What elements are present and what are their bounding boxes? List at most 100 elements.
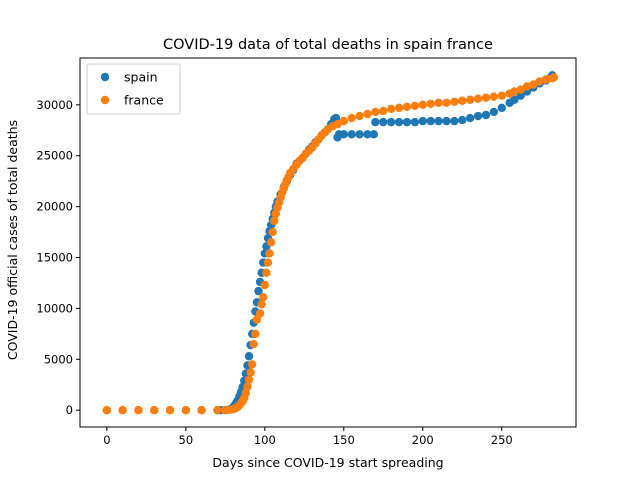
data-point-france [197, 406, 206, 415]
x-tick-label: 50 [179, 433, 194, 447]
legend-marker-france [100, 95, 110, 105]
data-point-france [489, 92, 499, 101]
data-point-spain [458, 115, 467, 125]
x-tick-label: 100 [254, 433, 276, 447]
data-point-spain [402, 117, 412, 127]
data-point-france [244, 375, 254, 384]
data-point-spain [426, 116, 435, 126]
data-point-france [247, 360, 257, 369]
data-point-spain [434, 116, 443, 126]
data-point-france [118, 406, 127, 415]
data-point-france [465, 95, 475, 104]
data-point-france [535, 77, 544, 86]
data-point-france [371, 107, 380, 117]
y-axis-label: COVID-19 official cases of total deaths [5, 120, 20, 360]
data-point-france [347, 113, 356, 123]
data-point-france [270, 216, 279, 226]
data-point-france [263, 258, 273, 267]
series-france [102, 73, 559, 415]
x-axis-label: Days since COVID-19 start spreading [212, 455, 443, 470]
data-point-france [529, 80, 538, 89]
axis-ticks: 0 50 100 150 200 250 0 5000 10000 15000 20000 25000… [36, 98, 512, 447]
chart-title: COVID-19 data of total deaths in spain f… [163, 37, 493, 53]
x-tick-label: 250 [491, 433, 513, 447]
data-point-france [102, 406, 112, 415]
data-point-france [473, 94, 483, 103]
data-point-spain [355, 130, 364, 139]
x-tick-label: 150 [333, 433, 355, 447]
data-point-france [262, 268, 271, 277]
data-point-france [442, 98, 451, 107]
data-point-france [522, 82, 532, 91]
y-tick-label: 5000 [44, 352, 73, 366]
data-point-france [516, 85, 525, 94]
legend-marker-spain [100, 72, 110, 82]
data-point-france [379, 106, 388, 116]
legend-box [86, 63, 181, 115]
data-point-spain [497, 103, 506, 113]
data-point-france [418, 100, 427, 110]
data-point-france [426, 99, 435, 109]
x-tick-label: 0 [103, 433, 110, 447]
data-point-spain [510, 95, 519, 104]
data-point-france [259, 293, 268, 302]
legend-label-france: france [124, 93, 164, 108]
data-point-spain [244, 352, 254, 361]
data-point-france [255, 309, 265, 318]
data-point-france [510, 87, 519, 96]
data-point-france [265, 249, 274, 258]
data-point-france [181, 406, 191, 415]
data-point-france [134, 406, 143, 415]
data-point-france [386, 104, 396, 114]
data-point-spain [410, 117, 420, 127]
data-point-france [434, 98, 443, 107]
y-tick-label: 30000 [36, 98, 73, 112]
data-point-france [458, 96, 467, 105]
data-point-spain [379, 117, 388, 127]
data-point-spain [481, 110, 491, 120]
data-point-france [339, 116, 348, 126]
data-point-france [402, 102, 412, 112]
data-point-france [246, 368, 255, 377]
data-point-france [150, 406, 159, 415]
data-point-france [243, 382, 252, 391]
data-point-france [257, 300, 266, 309]
data-point-spain [394, 117, 404, 127]
data-point-france [410, 101, 420, 111]
data-point-france [251, 329, 260, 339]
data-point-france [333, 119, 342, 129]
data-point-spain [386, 117, 396, 127]
data-point-france [213, 406, 222, 415]
data-point-spain [418, 116, 427, 126]
x-tick-label: 200 [412, 433, 434, 447]
y-tick-label: 20000 [36, 200, 73, 214]
axes-frame [79, 57, 577, 428]
data-point-france [481, 93, 491, 102]
y-tick-label: 25000 [36, 149, 73, 163]
y-tick-label: 0 [66, 403, 73, 417]
data-point-spain [363, 130, 372, 139]
data-point-france [363, 109, 372, 119]
data-point-spain [465, 113, 475, 123]
y-tick-label: 10000 [36, 301, 73, 315]
data-point-france [266, 238, 276, 247]
data-point-france [497, 91, 506, 100]
data-point-spain [450, 116, 459, 126]
data-point-france [260, 280, 270, 290]
data-point-spain [254, 286, 263, 296]
data-point-spain [442, 116, 451, 126]
legend-label-spain: spain [124, 70, 158, 85]
legend: spain france [86, 63, 181, 115]
data-point-france [549, 73, 559, 82]
data-point-france [268, 227, 277, 237]
data-point-spain [347, 130, 356, 139]
data-point-spain [516, 91, 525, 100]
data-point-spain [489, 107, 499, 117]
data-point-france [450, 97, 459, 106]
data-point-spain [473, 111, 483, 121]
data-point-france [355, 111, 364, 121]
data-point-france [394, 103, 404, 113]
data-point-france [541, 75, 551, 84]
data-point-france [165, 406, 175, 415]
